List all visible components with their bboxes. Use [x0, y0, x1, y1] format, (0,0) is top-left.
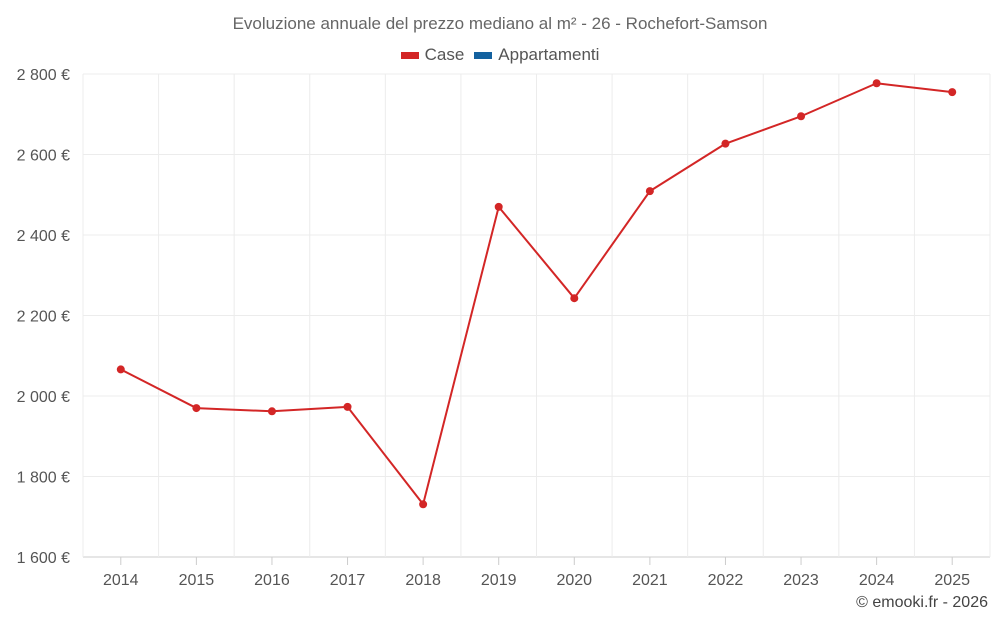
- data-point: [872, 79, 881, 88]
- legend-swatch-appartamenti: [474, 51, 493, 59]
- x-tick-label: 2021: [632, 572, 668, 589]
- x-tick-label: 2019: [481, 572, 517, 589]
- x-tick-label: 2022: [708, 572, 744, 589]
- x-tick-label: 2015: [179, 572, 215, 589]
- legend-item-case[interactable]: Case: [400, 45, 465, 65]
- y-tick-label: 2 600 €: [17, 148, 70, 165]
- y-tick-label: 2 200 €: [17, 309, 70, 326]
- copyright-text: © emooki.fr - 2026: [856, 594, 988, 611]
- legend-swatch-case: [400, 51, 419, 59]
- data-point: [267, 407, 276, 416]
- data-point: [116, 365, 125, 374]
- data-point: [948, 88, 957, 97]
- y-tick-label: 2 400 €: [17, 228, 70, 245]
- legend-label-appartamenti: Appartamenti: [498, 45, 600, 64]
- legend-item-appartamenti[interactable]: Appartamenti: [474, 45, 599, 65]
- x-tick-label: 2018: [405, 572, 441, 589]
- data-point: [192, 404, 201, 413]
- chart-title: Evoluzione annuale del prezzo mediano al…: [232, 14, 768, 33]
- data-point: [721, 139, 730, 148]
- x-tick-label: 2025: [934, 572, 970, 589]
- data-point: [494, 202, 503, 211]
- data-point: [797, 112, 806, 121]
- data-point: [419, 500, 428, 509]
- data-point: [570, 294, 579, 303]
- legend: Case Appartamenti: [0, 45, 1000, 65]
- y-tick-label: 2 800 €: [17, 67, 70, 84]
- x-tick-label: 2014: [103, 572, 139, 589]
- series-line-case: [120, 82, 953, 506]
- y-tick-label: 1 800 €: [17, 470, 70, 487]
- x-tick-label: 2017: [330, 572, 366, 589]
- y-tick-label: 1 600 €: [17, 550, 70, 567]
- x-tick-label: 2023: [783, 572, 819, 589]
- x-tick-label: 2024: [859, 572, 895, 589]
- x-tick-label: 2016: [254, 572, 290, 589]
- data-point: [343, 402, 352, 411]
- data-point: [645, 187, 654, 196]
- legend-label-case: Case: [424, 45, 465, 64]
- y-tick-label: 2 000 €: [17, 389, 70, 406]
- x-tick-label: 2020: [556, 572, 592, 589]
